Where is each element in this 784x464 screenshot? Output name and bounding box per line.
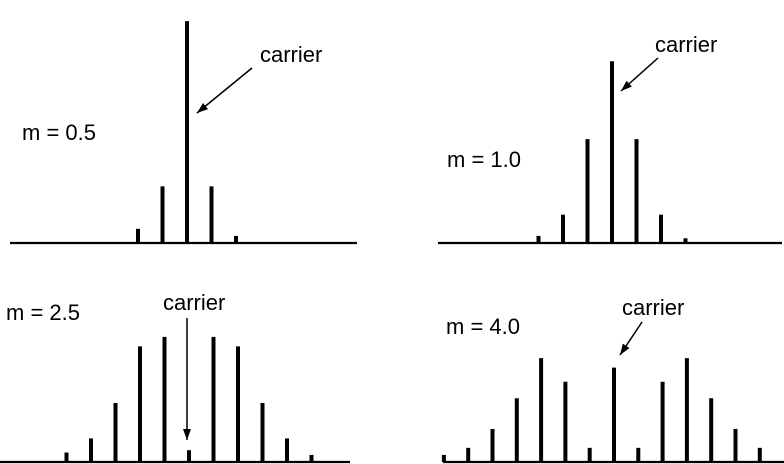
- carrier-annotation-label: carrier: [260, 42, 322, 67]
- carrier-annotation-label: carrier: [655, 32, 717, 57]
- modulation-index-label: m = 2.5: [6, 300, 80, 325]
- modulation-index-label: m = 0.5: [22, 120, 96, 145]
- modulation-index-label: m = 4.0: [446, 314, 520, 339]
- arrowhead: [197, 102, 209, 113]
- carrier-annotation-label: carrier: [622, 295, 684, 320]
- modulation-index-label: m = 1.0: [447, 147, 521, 172]
- spectrum-panel-1: m = 0.5 carrier: [10, 21, 357, 245]
- annotation-arrow: [196, 67, 253, 114]
- spectrum-panel-2: m = 1.0 carrier: [438, 32, 782, 245]
- carrier-annotation-label: carrier: [163, 290, 225, 315]
- spectrum-panel-3: m = 2.5 carrier: [0, 290, 350, 464]
- arrowhead: [620, 343, 630, 355]
- arrowhead: [183, 429, 191, 440]
- arrowhead: [621, 80, 632, 91]
- spectrum-panel-4: m = 4.0 carrier: [441, 295, 784, 464]
